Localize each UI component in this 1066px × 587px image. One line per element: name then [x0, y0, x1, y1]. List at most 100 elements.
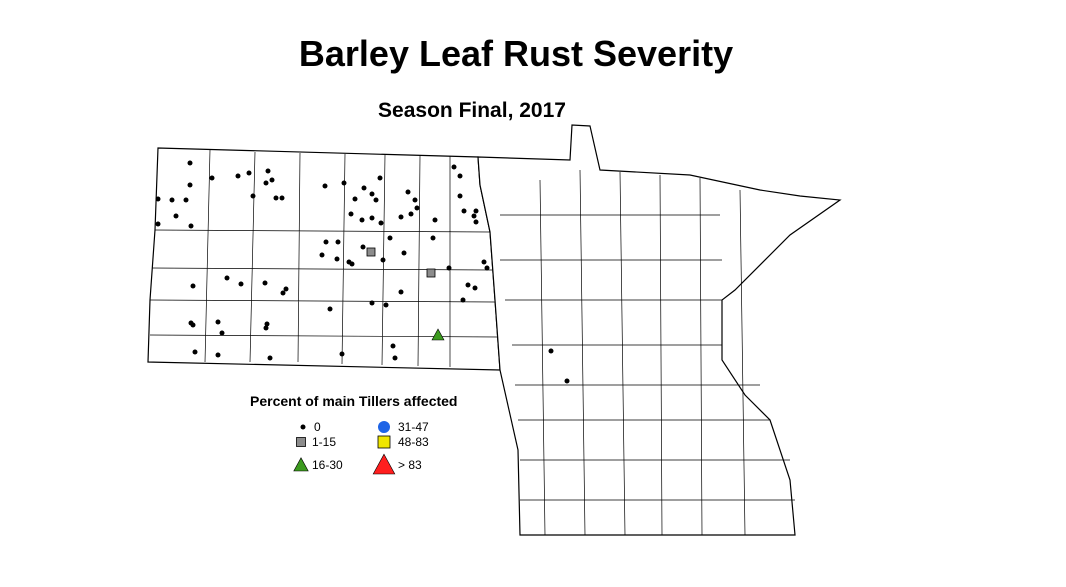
symbol: [339, 351, 345, 357]
symbol: [219, 330, 225, 336]
symbol: [473, 208, 479, 214]
symbol: [348, 211, 354, 217]
symbol: [473, 219, 479, 225]
symbol: [451, 164, 457, 170]
symbol: [334, 256, 340, 262]
legend-label: 48-83: [398, 435, 429, 449]
symbol: [372, 453, 396, 475]
symbol: [265, 168, 271, 174]
symbol: [335, 239, 341, 245]
symbol: [398, 214, 404, 220]
symbol: [548, 348, 554, 354]
symbol: [366, 247, 376, 257]
symbol: [209, 175, 215, 181]
symbol: [173, 213, 179, 219]
symbol: [380, 257, 386, 263]
symbol: [235, 173, 241, 179]
symbol: [283, 286, 289, 292]
symbol: [426, 268, 436, 278]
symbol: [457, 173, 463, 179]
symbol: [190, 283, 196, 289]
symbol: [322, 183, 328, 189]
title: Barley Leaf Rust Severity: [299, 33, 733, 74]
symbol: [387, 235, 393, 241]
symbol: [432, 217, 438, 223]
symbol: [359, 217, 365, 223]
legend-title: Percent of main Tillers affected: [250, 393, 457, 409]
subtitle: Season Final, 2017: [378, 99, 566, 122]
state-outlines: [147, 124, 842, 536]
symbol: [369, 300, 375, 306]
symbol: [461, 208, 467, 214]
symbol: [360, 244, 366, 250]
symbol: [280, 290, 286, 296]
symbol: [460, 297, 466, 303]
symbol: [190, 322, 196, 328]
symbol: [414, 205, 420, 211]
symbol: [187, 182, 193, 188]
symbol: [187, 160, 193, 166]
symbol: [446, 265, 452, 271]
symbol: [279, 195, 285, 201]
symbol: [269, 177, 275, 183]
symbol: [378, 220, 384, 226]
symbol: [192, 349, 198, 355]
symbol: [183, 197, 189, 203]
symbol: [267, 355, 273, 361]
observations: [155, 160, 570, 384]
legend-label: > 83: [398, 458, 422, 472]
symbol: [273, 195, 279, 201]
symbol: [378, 421, 390, 433]
symbol: [564, 378, 570, 384]
symbol: [472, 285, 478, 291]
symbol: [390, 343, 396, 349]
symbol: [341, 180, 347, 186]
symbol: [349, 261, 355, 267]
symbol: [246, 170, 252, 176]
symbol: [262, 280, 268, 286]
symbol: [401, 250, 407, 256]
symbol: [169, 197, 175, 203]
minnesota: [477, 124, 842, 536]
symbol: [155, 196, 161, 202]
legend-label: 16-30: [312, 458, 343, 472]
symbol: [263, 325, 269, 331]
symbol: [377, 175, 383, 181]
symbol: [327, 306, 333, 312]
symbol: [369, 215, 375, 221]
symbol: [224, 275, 230, 281]
symbol: [484, 265, 490, 271]
symbol: [319, 252, 325, 258]
symbol: [369, 191, 375, 197]
symbol: [412, 197, 418, 203]
symbol: [392, 355, 398, 361]
symbol: [352, 196, 358, 202]
symbol: [188, 223, 194, 229]
symbol: [408, 211, 414, 217]
symbol: [323, 239, 329, 245]
symbol: [250, 193, 256, 199]
symbol: [264, 321, 270, 327]
symbol: [293, 457, 309, 472]
legend-label: 0: [314, 420, 321, 434]
symbol: [430, 235, 436, 241]
symbol: [263, 180, 269, 186]
symbol: [215, 319, 221, 325]
legend-label: 31-47: [398, 420, 429, 434]
symbol: [481, 259, 487, 265]
legend-label: 1-15: [312, 435, 336, 449]
symbol: [405, 189, 411, 195]
symbol: [215, 352, 221, 358]
symbol: [398, 289, 404, 295]
symbol: [377, 435, 391, 449]
symbol: [238, 281, 244, 287]
symbol: [383, 302, 389, 308]
symbol: [471, 213, 477, 219]
symbol: [457, 193, 463, 199]
symbol: [465, 282, 471, 288]
symbol: [296, 437, 306, 447]
symbol: [361, 185, 367, 191]
symbol: [431, 328, 445, 341]
